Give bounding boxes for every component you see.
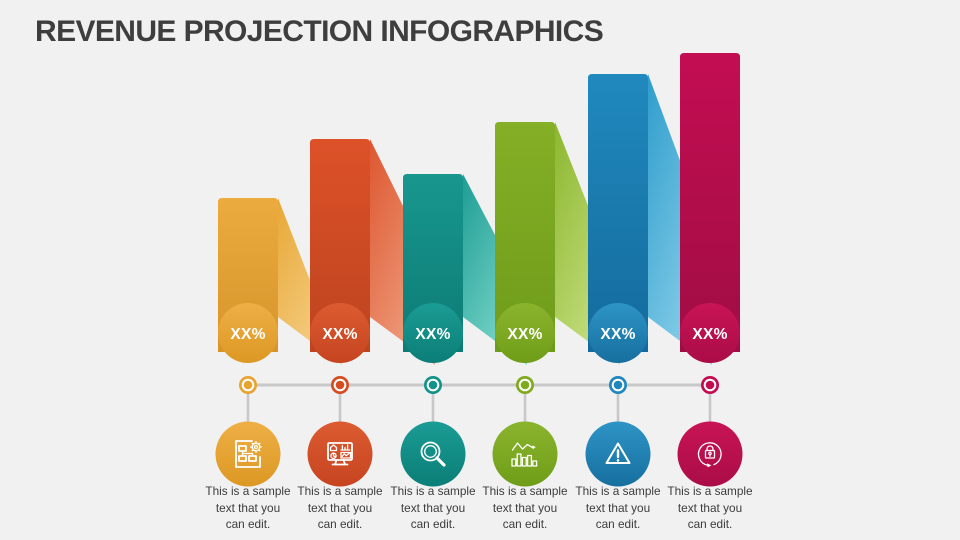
icon-badge-3 xyxy=(400,421,466,487)
percent-label-2: XX% xyxy=(322,326,357,343)
bar-6 xyxy=(680,53,740,352)
warning-icon xyxy=(605,442,631,464)
bar-5 xyxy=(588,74,648,352)
percent-circle-2 xyxy=(310,303,370,363)
percent-label-3: XX% xyxy=(415,326,450,343)
percent-circle-4 xyxy=(495,303,555,363)
icon-badge-2 xyxy=(307,421,373,487)
timeline-dot-3 xyxy=(424,376,442,394)
caption-3: This is a sample text that you can edit. xyxy=(390,484,476,532)
icon-badge-6 xyxy=(677,421,743,487)
caption-5: This is a sample text that you can edit. xyxy=(575,484,661,532)
caption-2: This is a sample text that you can edit. xyxy=(297,484,383,532)
dashboard-monitor-icon xyxy=(327,442,353,466)
icon-badge-1 xyxy=(215,421,281,487)
percent-label-4: XX% xyxy=(507,326,542,343)
caption-1: This is a sample text that you can edit. xyxy=(205,484,291,532)
page-title: REVENUE PROJECTION INFOGRAPHICS xyxy=(35,15,604,48)
timeline-dot-6 xyxy=(701,376,719,394)
caption-4: This is a sample text that you can edit. xyxy=(482,484,568,532)
percent-circle-1 xyxy=(218,303,278,363)
percent-label-5: XX% xyxy=(600,326,635,343)
percent-circle-6 xyxy=(680,303,740,363)
bar-2 xyxy=(310,139,370,352)
timeline-dot-2 xyxy=(331,376,349,394)
percent-circle-3 xyxy=(403,303,463,363)
bar-4 xyxy=(495,122,555,352)
percent-circle-5 xyxy=(588,303,648,363)
timeline-dot-5 xyxy=(609,376,627,394)
timeline-connectors xyxy=(246,389,712,428)
percent-label-1: XX% xyxy=(230,326,265,343)
percent-label-6: XX% xyxy=(692,326,727,343)
icon-badge-5 xyxy=(585,421,651,487)
lock-refresh-icon xyxy=(697,442,722,468)
caption-6: This is a sample text that you can edit. xyxy=(667,484,753,532)
timeline-dot-1 xyxy=(239,376,257,394)
plan-gear-icon xyxy=(235,440,262,468)
magnifier-icon xyxy=(420,441,446,467)
timeline-dot-4 xyxy=(516,376,534,394)
bar-chart-trend-icon xyxy=(511,442,538,467)
icon-badge-4 xyxy=(492,421,558,487)
